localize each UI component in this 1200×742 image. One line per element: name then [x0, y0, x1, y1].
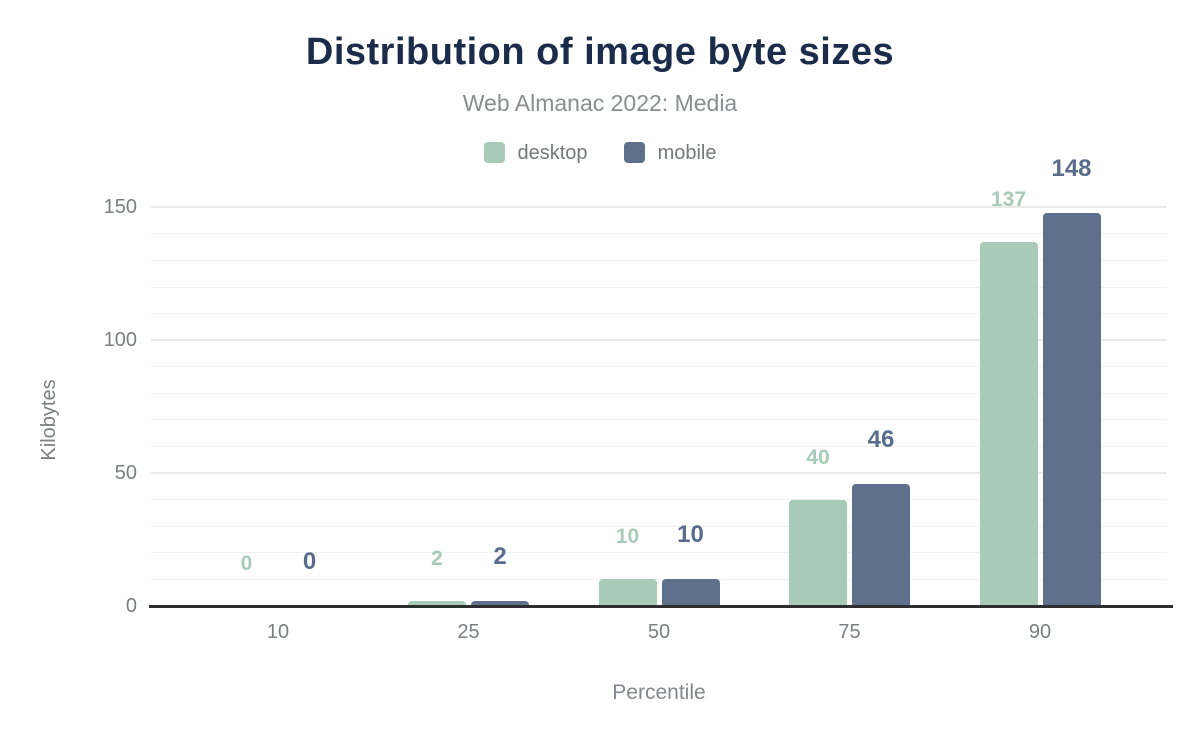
y-tick-0: 0 — [125, 595, 137, 617]
bar-label-desktop-p25: 2 — [431, 546, 443, 570]
legend-swatch-desktop-icon — [483, 142, 505, 163]
bar-label-desktop-p50: 10 — [615, 525, 640, 549]
x-axis-title: Percentile — [612, 681, 706, 704]
y-tick-50: 50 — [114, 462, 137, 485]
bar-desktop-p75[interactable] — [789, 499, 847, 606]
bar-desktop-p90[interactable] — [979, 241, 1038, 606]
bar-mobile-p90[interactable] — [1042, 212, 1101, 606]
x-tick-10: 10 — [266, 621, 290, 643]
gridline-100kb — [151, 339, 1167, 342]
y-axis-title: Kilobytes — [38, 379, 60, 461]
gridline-80kb — [151, 392, 1167, 394]
bar-label-mobile-p10: 0 — [302, 548, 317, 575]
gridline-50kb — [151, 472, 1167, 475]
gridline-40kb — [151, 499, 1167, 501]
chart-subtitle: Web Almanac 2022: Media — [462, 90, 738, 116]
gridline-60kb — [151, 446, 1167, 448]
bar-label-mobile-p90: 148 — [1051, 154, 1092, 182]
y-tick-150: 150 — [103, 196, 137, 219]
chart-title: Distribution of image byte sizes — [305, 31, 895, 73]
gridline-10kb — [151, 578, 1167, 580]
gridline-70kb — [151, 419, 1167, 421]
legend-item-desktop[interactable]: desktop — [483, 141, 588, 164]
bar-label-mobile-p75: 46 — [867, 425, 895, 453]
gridline-150kb — [151, 206, 1167, 209]
gridline-120kb — [151, 286, 1167, 288]
gridline-30kb — [151, 525, 1167, 527]
bar-label-mobile-p25: 2 — [493, 542, 507, 570]
gridline-110kb — [151, 313, 1167, 315]
y-tick-100: 100 — [103, 329, 137, 352]
legend-swatch-mobile-icon — [623, 142, 645, 163]
bar-mobile-p25[interactable] — [471, 600, 529, 606]
legend-item-mobile[interactable]: mobile — [623, 141, 717, 164]
bar-desktop-p25[interactable] — [408, 600, 466, 606]
x-tick-90: 90 — [1028, 621, 1052, 643]
x-tick-25: 25 — [457, 621, 480, 643]
bar-label-mobile-p50: 10 — [677, 521, 704, 549]
legend-label-desktop: desktop — [517, 141, 588, 164]
bar-label-desktop-p90: 137 — [990, 187, 1027, 211]
bar-label-desktop-p10: 0 — [240, 552, 253, 575]
x-tick-50: 50 — [647, 621, 671, 643]
gridline-20kb — [151, 552, 1167, 554]
gridline-140kb — [151, 233, 1167, 235]
gridline-130kb — [151, 259, 1167, 261]
chart-legend: desktop mobile — [0, 142, 1200, 163]
bar-mobile-p75[interactable] — [852, 483, 910, 606]
legend-label-mobile: mobile — [657, 141, 717, 164]
bar-label-desktop-p75: 40 — [806, 445, 830, 469]
x-axis-line — [149, 604, 1173, 608]
bar-mobile-p50[interactable] — [661, 579, 720, 606]
x-tick-75: 75 — [838, 621, 861, 643]
bar-desktop-p50[interactable] — [598, 579, 657, 606]
gridline-90kb — [151, 366, 1167, 368]
